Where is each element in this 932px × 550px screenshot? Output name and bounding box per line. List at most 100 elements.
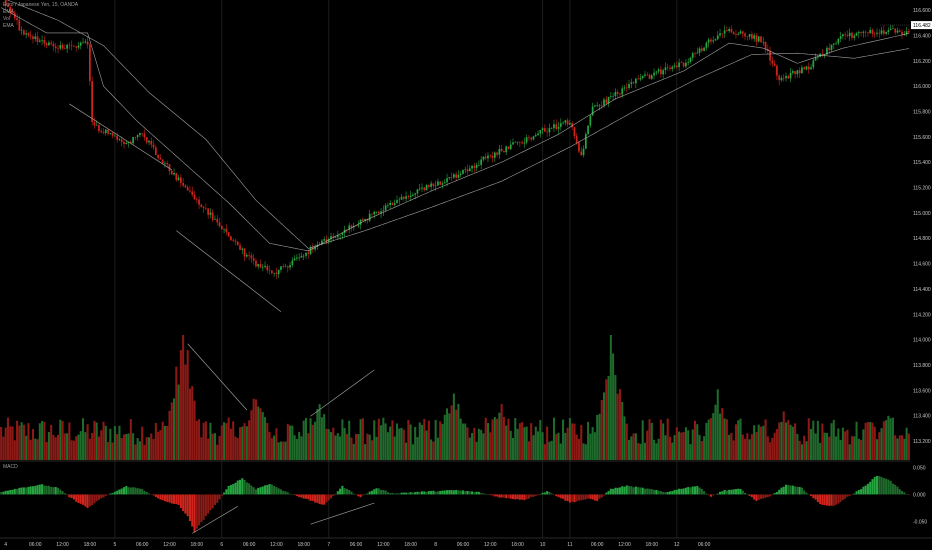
candle[interactable] — [245, 252, 248, 258]
candle[interactable] — [227, 232, 230, 237]
candle[interactable] — [844, 31, 847, 40]
candle[interactable] — [898, 28, 901, 33]
candle[interactable] — [882, 25, 885, 37]
candle[interactable] — [605, 95, 608, 105]
price-trend-line[interactable] — [69, 103, 172, 171]
candle[interactable] — [566, 118, 569, 127]
candle[interactable] — [448, 177, 451, 180]
candle[interactable] — [218, 217, 221, 228]
candle[interactable] — [54, 42, 57, 53]
candle[interactable] — [755, 33, 758, 47]
candle[interactable] — [302, 253, 305, 261]
candle[interactable] — [648, 73, 651, 80]
candle[interactable] — [211, 209, 214, 222]
candle[interactable] — [120, 136, 123, 147]
candle[interactable] — [578, 140, 580, 153]
candle[interactable] — [252, 254, 255, 265]
candle[interactable] — [300, 252, 303, 258]
candle[interactable] — [118, 137, 121, 142]
candle[interactable] — [810, 64, 812, 70]
candle[interactable] — [282, 263, 285, 269]
candle[interactable] — [594, 105, 596, 108]
volume-trend-line[interactable] — [187, 343, 248, 411]
candle[interactable] — [462, 169, 464, 175]
candle[interactable] — [173, 168, 175, 176]
candle[interactable] — [842, 33, 844, 40]
candle[interactable] — [687, 58, 690, 66]
candle[interactable] — [100, 128, 103, 134]
candle[interactable] — [507, 146, 510, 150]
candle[interactable] — [901, 29, 903, 39]
candle[interactable] — [464, 166, 467, 174]
candle[interactable] — [534, 132, 537, 138]
candle[interactable] — [753, 32, 756, 42]
candle[interactable] — [398, 197, 401, 205]
candle[interactable] — [205, 203, 207, 211]
candle[interactable] — [871, 28, 874, 38]
candle[interactable] — [234, 239, 237, 246]
candle[interactable] — [589, 114, 592, 128]
candle[interactable] — [559, 118, 562, 131]
candle[interactable] — [532, 135, 535, 141]
candle[interactable] — [751, 31, 753, 41]
candle[interactable] — [359, 219, 362, 230]
candle[interactable] — [516, 141, 519, 146]
candle[interactable] — [154, 144, 157, 156]
candle[interactable] — [776, 64, 778, 80]
candle[interactable] — [455, 171, 458, 181]
candle[interactable] — [880, 26, 883, 36]
candle[interactable] — [805, 65, 808, 71]
candle[interactable] — [159, 154, 162, 160]
candle[interactable] — [52, 41, 55, 52]
candle[interactable] — [700, 45, 703, 53]
candle[interactable] — [86, 36, 89, 49]
candle[interactable] — [241, 247, 244, 255]
candle[interactable] — [780, 75, 783, 82]
candle[interactable] — [457, 170, 460, 179]
candle[interactable] — [630, 78, 633, 89]
candle[interactable] — [168, 163, 171, 175]
candle[interactable] — [104, 129, 107, 136]
candle[interactable] — [73, 44, 75, 47]
candle[interactable] — [787, 74, 790, 80]
candle[interactable] — [548, 123, 551, 137]
candle[interactable] — [543, 124, 546, 133]
candle[interactable] — [439, 181, 442, 186]
candle[interactable] — [557, 121, 560, 134]
candle[interactable] — [582, 145, 585, 158]
candle[interactable] — [50, 40, 53, 46]
candle[interactable] — [660, 65, 662, 78]
candle[interactable] — [79, 41, 82, 50]
candle[interactable] — [564, 119, 567, 126]
candle[interactable] — [293, 255, 296, 261]
volume-pane[interactable] — [0, 335, 910, 460]
candle[interactable] — [91, 76, 94, 126]
candle[interactable] — [25, 30, 28, 39]
candle[interactable] — [710, 37, 712, 45]
candle[interactable] — [537, 130, 539, 136]
candle[interactable] — [484, 153, 487, 160]
candle[interactable] — [773, 60, 776, 67]
candle[interactable] — [789, 67, 792, 83]
candle[interactable] — [261, 263, 264, 272]
candle[interactable] — [616, 89, 619, 98]
candle[interactable] — [580, 146, 583, 157]
candle[interactable] — [239, 242, 241, 251]
candle[interactable] — [11, 8, 14, 14]
candle[interactable] — [36, 31, 39, 46]
legend-ema-1[interactable]: EMA — [3, 9, 14, 15]
candle[interactable] — [689, 56, 692, 64]
candle[interactable] — [207, 207, 210, 219]
candle[interactable] — [803, 65, 806, 70]
chart-legend[interactable]: Euro / Japanese Yen, 15, OANDA EMA Vol E… — [3, 2, 78, 30]
macd-trend-line[interactable] — [310, 502, 375, 525]
candle[interactable] — [184, 184, 187, 188]
candle[interactable] — [389, 200, 392, 209]
candle[interactable] — [216, 214, 219, 226]
candle[interactable] — [177, 175, 180, 182]
candle[interactable] — [632, 81, 635, 85]
candle[interactable] — [66, 43, 68, 54]
candle[interactable] — [225, 224, 228, 236]
candle[interactable] — [391, 202, 394, 206]
candle[interactable] — [771, 56, 774, 68]
